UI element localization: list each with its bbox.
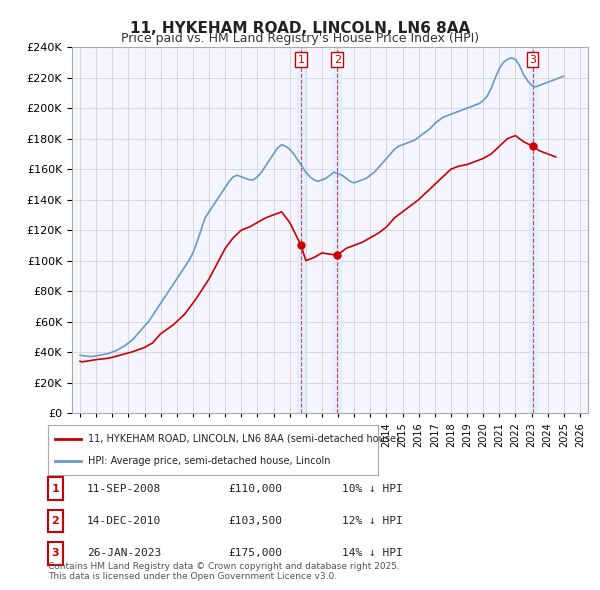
Text: Price paid vs. HM Land Registry's House Price Index (HPI): Price paid vs. HM Land Registry's House … [121,32,479,45]
Text: 12% ↓ HPI: 12% ↓ HPI [342,516,403,526]
Text: 14% ↓ HPI: 14% ↓ HPI [342,549,403,558]
Bar [529,47,537,413]
Text: £175,000: £175,000 [228,549,282,558]
Text: HPI: Average price, semi-detached house, Lincoln: HPI: Average price, semi-detached house,… [88,456,330,466]
Text: 11, HYKEHAM ROAD, LINCOLN, LN6 8AA (semi-detached house): 11, HYKEHAM ROAD, LINCOLN, LN6 8AA (semi… [88,434,400,444]
Text: £110,000: £110,000 [228,484,282,493]
Text: Contains HM Land Registry data © Crown copyright and database right 2025.
This d: Contains HM Land Registry data © Crown c… [48,562,400,581]
Text: 3: 3 [52,549,59,558]
Text: 2: 2 [52,516,59,526]
Text: 10% ↓ HPI: 10% ↓ HPI [342,484,403,493]
Text: 3: 3 [529,54,536,64]
Text: 11, HYKEHAM ROAD, LINCOLN, LN6 8AA: 11, HYKEHAM ROAD, LINCOLN, LN6 8AA [130,21,470,35]
Text: 26-JAN-2023: 26-JAN-2023 [87,549,161,558]
Bar [297,47,305,413]
Text: 14-DEC-2010: 14-DEC-2010 [87,516,161,526]
Text: 11-SEP-2008: 11-SEP-2008 [87,484,161,493]
Text: 1: 1 [52,484,59,493]
Text: £103,500: £103,500 [228,516,282,526]
Text: 2: 2 [334,54,341,64]
Text: 1: 1 [298,54,304,64]
Bar [333,47,341,413]
